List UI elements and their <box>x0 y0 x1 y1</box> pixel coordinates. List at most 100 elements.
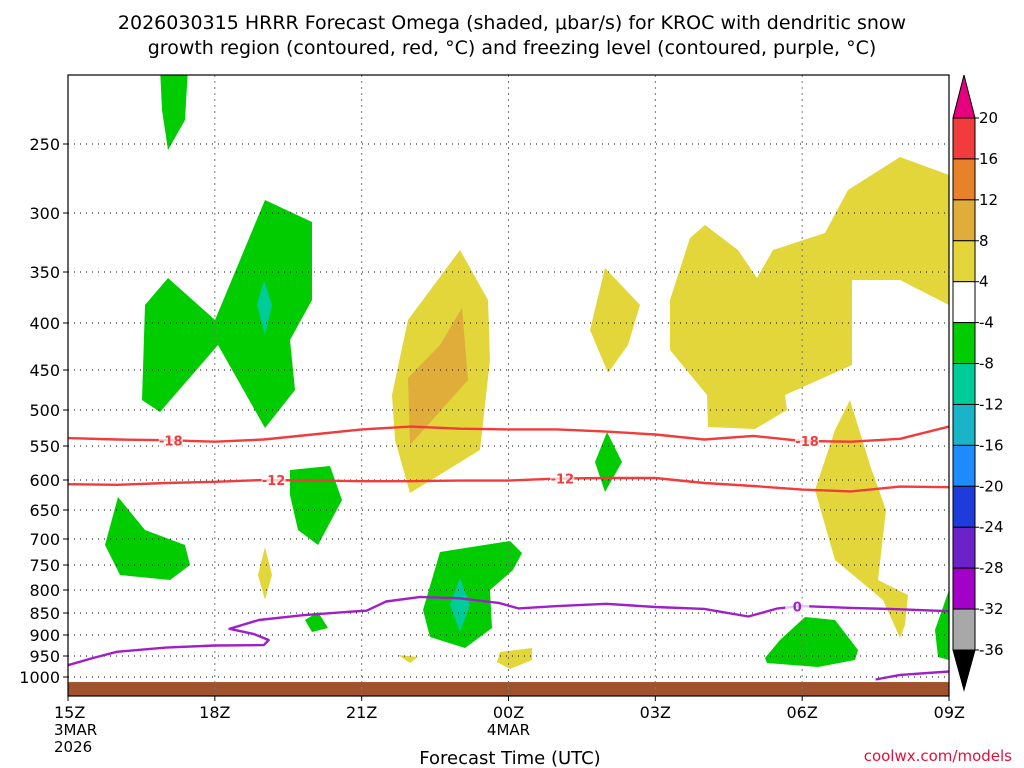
colorbar-tick-label: 8 <box>979 232 989 250</box>
y-tick-label: 900 <box>29 626 60 645</box>
dgz-minus12-label-bg <box>261 472 286 489</box>
x-tick-label: 06Z <box>787 703 818 722</box>
freezing-level-label-bg <box>785 598 810 615</box>
x-tick-label: 15Z <box>54 703 85 722</box>
freezing-level-surface-fragment-contour <box>875 670 950 681</box>
chart-title-line2: growth region (contoured, red, °C) and f… <box>148 37 877 59</box>
terrain-layer <box>68 682 949 696</box>
y-tick-label: 1000 <box>19 668 60 687</box>
colorbar-segment <box>952 199 976 242</box>
colorbar-segment <box>952 485 976 528</box>
colorbar-segment <box>952 322 976 365</box>
y-tick-label: 450 <box>29 361 60 380</box>
colorbar-tick-label: 20 <box>979 109 998 127</box>
dgz-minus12-label: -12 <box>262 474 286 489</box>
colorbar-tick-label: -8 <box>979 355 994 373</box>
rising-cell <box>258 547 272 600</box>
sinking-cell <box>290 466 342 545</box>
colorbar-tick-label: 12 <box>979 191 998 209</box>
colorbar-over-arrow <box>952 74 976 119</box>
x-tick-label: 00Z <box>493 703 524 722</box>
sinking-cell <box>105 497 190 580</box>
x-tick-sublabel: 4MAR <box>487 721 530 739</box>
chart-gridlines <box>68 75 949 696</box>
x-tick-label: 09Z <box>934 703 965 722</box>
freezing-level-contour <box>67 595 950 667</box>
rising-core <box>408 308 468 445</box>
rising-cell <box>590 268 640 373</box>
colorbar-segment <box>952 526 976 569</box>
colorbar-tick-label: -28 <box>979 559 1004 577</box>
y-tick-label: 850 <box>29 604 60 623</box>
y-tick-label: 700 <box>29 530 60 549</box>
colorbar-segment <box>952 444 976 487</box>
colorbar-tick-label: -36 <box>979 641 1004 659</box>
colorbar-tick-label: -4 <box>979 314 994 332</box>
x-tick-sublabel: 3MAR <box>54 721 97 739</box>
colorbar-segment <box>952 567 976 610</box>
colorbar-tick-label: -20 <box>979 477 1004 495</box>
dgz-minus12-label-bg <box>550 470 575 487</box>
dgz-minus12-contour <box>67 476 950 493</box>
colorbar-segment <box>952 363 976 405</box>
rising-cell <box>670 157 949 429</box>
dgz-minus18-label: -18 <box>795 435 819 450</box>
colorbar-tick-label: -32 <box>979 600 1004 618</box>
colorbar-tick-label: 4 <box>979 273 989 291</box>
y-tick-label: 600 <box>29 471 60 490</box>
y-tick-label: 350 <box>29 263 60 282</box>
sinking-cell <box>142 200 312 428</box>
sinking-cell <box>305 612 328 632</box>
sinking-cell <box>595 432 622 492</box>
x-tick-label: 03Z <box>640 703 671 722</box>
y-tick-label: 300 <box>29 204 60 223</box>
colorbar-segment <box>952 240 976 283</box>
y-tick-label: 400 <box>29 314 60 333</box>
y-tick-label: 250 <box>29 135 60 154</box>
colorbar-tick-label: -16 <box>979 436 1004 454</box>
omega-colorbar: 20 16 12 8 4 -4 -8 -12 -16 -20 -24 -28 -32 -36 <box>952 74 1004 692</box>
y-tick-label: 750 <box>29 556 60 575</box>
sinking-cell <box>160 75 188 150</box>
dgz-minus18-label: -18 <box>159 434 183 449</box>
freezing-level-label: 0 <box>793 601 802 616</box>
sinking-cell <box>935 590 949 660</box>
y-axis: 250 300 350 400 450 500 550 600 650 700 750 800 850 9… <box>19 135 68 687</box>
x-tick-sublabel: 2026 <box>54 738 92 756</box>
plot-area <box>68 75 949 696</box>
colorbar-tick-label: -24 <box>979 518 1004 536</box>
rising-cell <box>398 655 418 663</box>
colorbar-tick-label: 16 <box>979 150 998 168</box>
dgz-minus18-label-bg <box>795 433 820 450</box>
chart-title-line1: 2026030315 HRRR Forecast Omega (shaded, … <box>118 12 906 34</box>
y-tick-label: 500 <box>29 401 60 420</box>
dgz-minus18-label-bg <box>158 432 183 449</box>
colorbar-segment <box>952 403 976 446</box>
dgz-minus12-label: -12 <box>551 473 575 488</box>
x-tick-label: 21Z <box>346 703 377 722</box>
x-tick-label: 18Z <box>199 703 230 722</box>
colorbar-under-arrow <box>952 649 976 692</box>
colorbar-segment <box>952 281 976 324</box>
y-tick-label: 550 <box>29 437 60 456</box>
omega-shading <box>105 75 949 669</box>
temperature-contours: -18 -18 -12 -12 0 <box>67 425 950 681</box>
sinking-cell <box>765 617 858 667</box>
ground <box>68 682 949 696</box>
y-tick-label: 800 <box>29 581 60 600</box>
colorbar-segment <box>952 117 976 160</box>
colorbar-segment <box>952 158 976 201</box>
y-tick-label: 650 <box>29 501 60 520</box>
colorbar-segment <box>952 608 976 651</box>
x-axis-label: Forecast Time (UTC) <box>419 748 600 768</box>
plot-frame <box>67 74 950 697</box>
rising-cell <box>497 648 532 669</box>
sinking-core <box>450 578 470 632</box>
colorbar-tick-label: -12 <box>979 395 1004 413</box>
sinking-cell <box>423 541 522 648</box>
credit-text: coolwx.com/models <box>864 747 1012 765</box>
sinking-core <box>257 280 272 335</box>
rising-cell <box>815 400 908 638</box>
